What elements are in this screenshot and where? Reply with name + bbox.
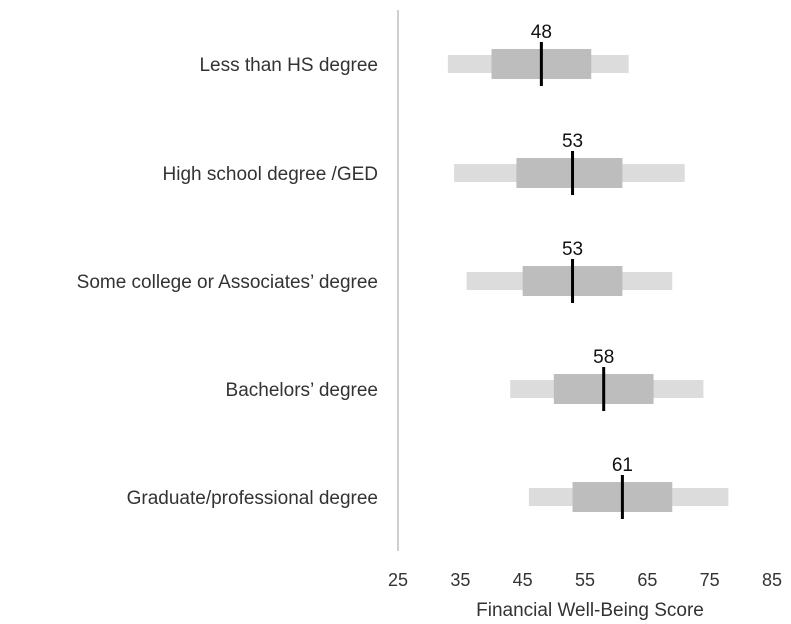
median-value-label: 48 — [531, 22, 552, 43]
x-axis-title: Financial Well-Being Score — [476, 600, 704, 621]
range-bar-inner — [516, 158, 623, 188]
median-value-label: 53 — [562, 131, 583, 152]
boxes-group: 48 53 53 58 61 — [447, 22, 729, 519]
category-labels: Less than HS degree High school degree /G… — [77, 55, 378, 509]
median-value-label: 53 — [562, 239, 583, 260]
category-label: High school degree /GED — [163, 164, 378, 185]
x-tick-label: 35 — [450, 570, 470, 590]
x-tick-label: 75 — [700, 570, 720, 590]
median-value-label: 58 — [593, 347, 614, 368]
x-tick-label: 55 — [575, 570, 595, 590]
category-label: Bachelors’ degree — [226, 380, 378, 401]
category-label: Some college or Associates’ degree — [77, 272, 378, 293]
x-tick-label: 85 — [762, 570, 782, 590]
x-tick-labels: 25 35 45 55 65 75 85 — [388, 570, 782, 590]
x-tick-label: 25 — [388, 570, 408, 590]
x-tick-label: 45 — [513, 570, 533, 590]
x-tick-label: 65 — [637, 570, 657, 590]
category-label: Less than HS degree — [199, 55, 378, 76]
median-value-label: 61 — [612, 455, 633, 476]
category-label: Graduate/professional degree — [127, 488, 378, 509]
